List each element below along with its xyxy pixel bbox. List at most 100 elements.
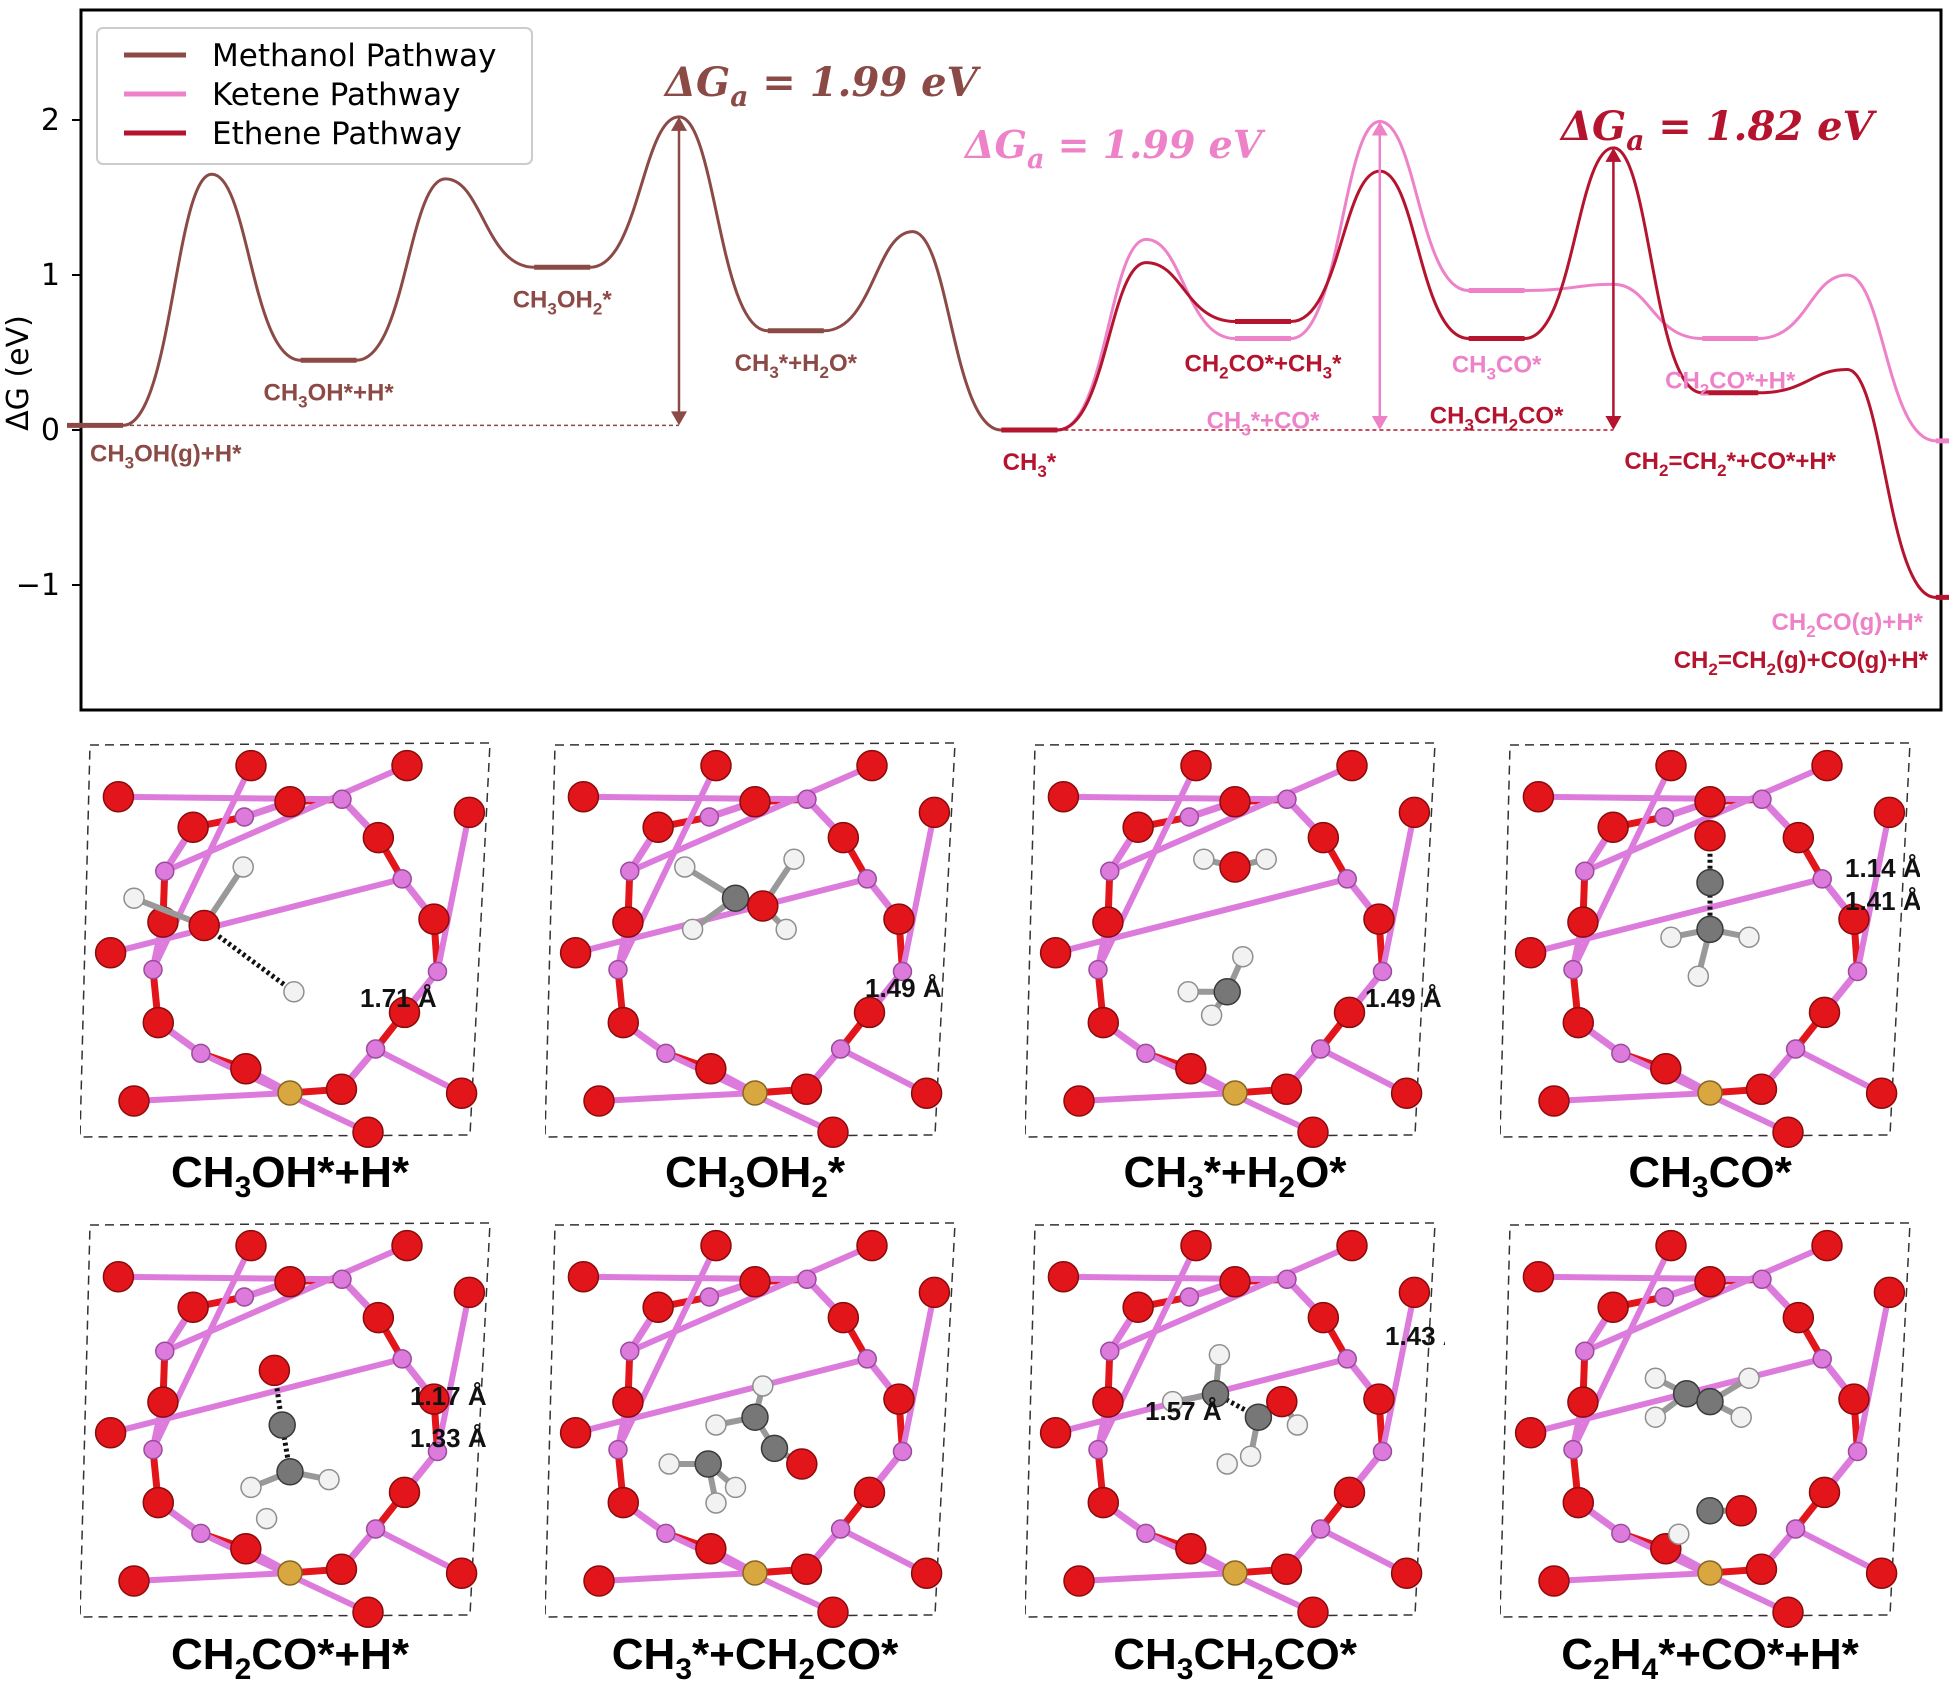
silicon-atom	[1100, 1341, 1120, 1362]
silicon-atom	[1100, 861, 1120, 882]
silicon-atom	[1785, 1519, 1806, 1539]
oxygen-atom	[1398, 796, 1431, 829]
hydrogen-atom	[123, 887, 145, 909]
unit-cell-outline	[1500, 742, 1911, 1138]
oxygen-atom	[910, 1077, 943, 1109]
hydrogen-atom	[1738, 926, 1760, 948]
oxygen-atom	[1175, 1533, 1207, 1565]
silicon-atom	[1785, 1039, 1806, 1059]
oxygen-atom	[230, 1053, 262, 1085]
silicon-atom	[1136, 1523, 1156, 1544]
y-tick-label: 2	[41, 103, 60, 138]
oxygen-atom	[1597, 1291, 1629, 1324]
silicon-atom	[892, 1441, 913, 1462]
oxygen-atom	[853, 1476, 886, 1509]
silicon-atom	[608, 959, 628, 980]
oxygen-atom	[325, 1073, 358, 1105]
hydrogen-atom	[1687, 965, 1710, 987]
carbon-atom	[760, 1434, 789, 1463]
adsorbate	[1660, 820, 1760, 987]
oxygen-atom	[1597, 811, 1629, 844]
barrier-arrow-methanol	[671, 116, 687, 426]
hydrogen-atom	[705, 1414, 727, 1436]
state-label-ethene: CH3CH2CO*	[1430, 403, 1564, 435]
barrier-label-ketene: ΔGa = 1.99 eV	[963, 122, 1266, 175]
oxygen-atom	[1219, 786, 1251, 818]
structure-panel: 1.49 Å	[545, 742, 956, 1148]
oxygen-atom	[1336, 1229, 1368, 1262]
adsorbate	[1644, 1367, 1760, 1545]
al-atom	[1697, 1080, 1723, 1106]
barrier-label-ethene: ΔGa = 1.82 eV	[1559, 103, 1878, 157]
oxygen-atom	[1175, 1053, 1207, 1085]
carbon-atom	[694, 1450, 722, 1478]
silicon-atom	[1372, 961, 1393, 982]
oxygen-atom	[918, 1276, 951, 1309]
silicon-atom	[392, 1349, 412, 1369]
state-label-methanol: CH3OH*+H*	[264, 379, 395, 411]
hydrogen-atom	[1216, 1453, 1238, 1475]
silicon-atom	[143, 1439, 163, 1460]
oxygen-atom	[642, 811, 674, 844]
oxygen-atom	[567, 781, 600, 813]
hydrogen-atom	[1161, 1390, 1184, 1413]
silicon-atom	[427, 1441, 448, 1462]
carbon-atom	[1213, 978, 1241, 1006]
oxygen-atom	[235, 749, 267, 782]
unit-cell-outline	[1025, 1222, 1436, 1618]
oxygen-atom	[827, 821, 860, 854]
silicon-atom	[365, 1039, 386, 1059]
al-atom	[277, 1560, 303, 1586]
y-tick-label: −1	[16, 568, 60, 603]
carbon-atom	[1244, 1403, 1273, 1431]
oxygen-atom	[827, 1301, 860, 1334]
zeolite-framework	[94, 1229, 486, 1628]
silicon-atom	[1277, 1269, 1297, 1290]
oxygen-atom	[1307, 821, 1340, 854]
energy-profile-chart: −1 0 1 2 ΔG (eV) CH3OH(g)+H* CH3OH*+H* CH3OH2…	[1, 8, 1949, 712]
silicon-atom	[1179, 1287, 1200, 1307]
silicon-atom	[1611, 1523, 1631, 1544]
hydrogen-atom	[1738, 1367, 1760, 1389]
bond-distance-label: 1.49 Å	[1365, 983, 1442, 1013]
silicon-atom	[656, 1523, 676, 1544]
oxygen-atom	[1266, 1385, 1298, 1418]
silicon-atom	[155, 1341, 175, 1362]
oxygen-atom	[418, 1383, 450, 1415]
hydrogen-atom	[1730, 1406, 1752, 1428]
legend-entry-ketene: Ketene Pathway	[212, 77, 460, 113]
oxygen-atom	[856, 749, 888, 782]
oxygen-atom	[1333, 996, 1366, 1029]
hydrogen-atom	[1232, 945, 1254, 968]
silicon-atom	[608, 1439, 628, 1460]
oxygen-atom	[1811, 1229, 1843, 1262]
oxygen-atom	[1180, 1229, 1212, 1262]
oxygen-atom	[1297, 1596, 1329, 1628]
oxygen-atom	[453, 796, 486, 829]
oxygen-atom	[445, 1077, 478, 1109]
state-label-ethene: CH2CO*+CH3*	[1185, 351, 1343, 383]
silicon-atom	[1310, 1519, 1331, 1539]
silicon-atom	[191, 1043, 211, 1064]
oxygen-atom	[883, 903, 915, 935]
oxygen-atom	[739, 1266, 771, 1298]
oxygen-atom	[1522, 1261, 1555, 1293]
oxygen-atom	[1745, 1553, 1778, 1585]
unit-cell-outline	[1025, 742, 1436, 1138]
oxygen-atom	[583, 1085, 615, 1117]
legend-entry-methanol: Methanol Pathway	[212, 38, 497, 74]
silicon-atom	[1575, 861, 1595, 882]
state-label-ethene: CH3*	[1003, 449, 1057, 481]
carbon-atom	[1696, 915, 1724, 944]
silicon-atom	[392, 869, 412, 889]
hydrogen-atom	[674, 856, 696, 878]
zeolite-framework	[1514, 749, 1906, 1148]
oxygen-atom	[695, 1053, 727, 1085]
zeolite-framework	[1514, 1229, 1906, 1628]
oxygen-atom	[790, 1073, 823, 1105]
carbon-atom	[741, 1403, 769, 1431]
oxygen-atom	[1865, 1077, 1898, 1109]
silicon-atom	[332, 789, 352, 810]
bond-distance-marker	[202, 923, 296, 994]
oxygen-atom	[910, 1557, 943, 1589]
